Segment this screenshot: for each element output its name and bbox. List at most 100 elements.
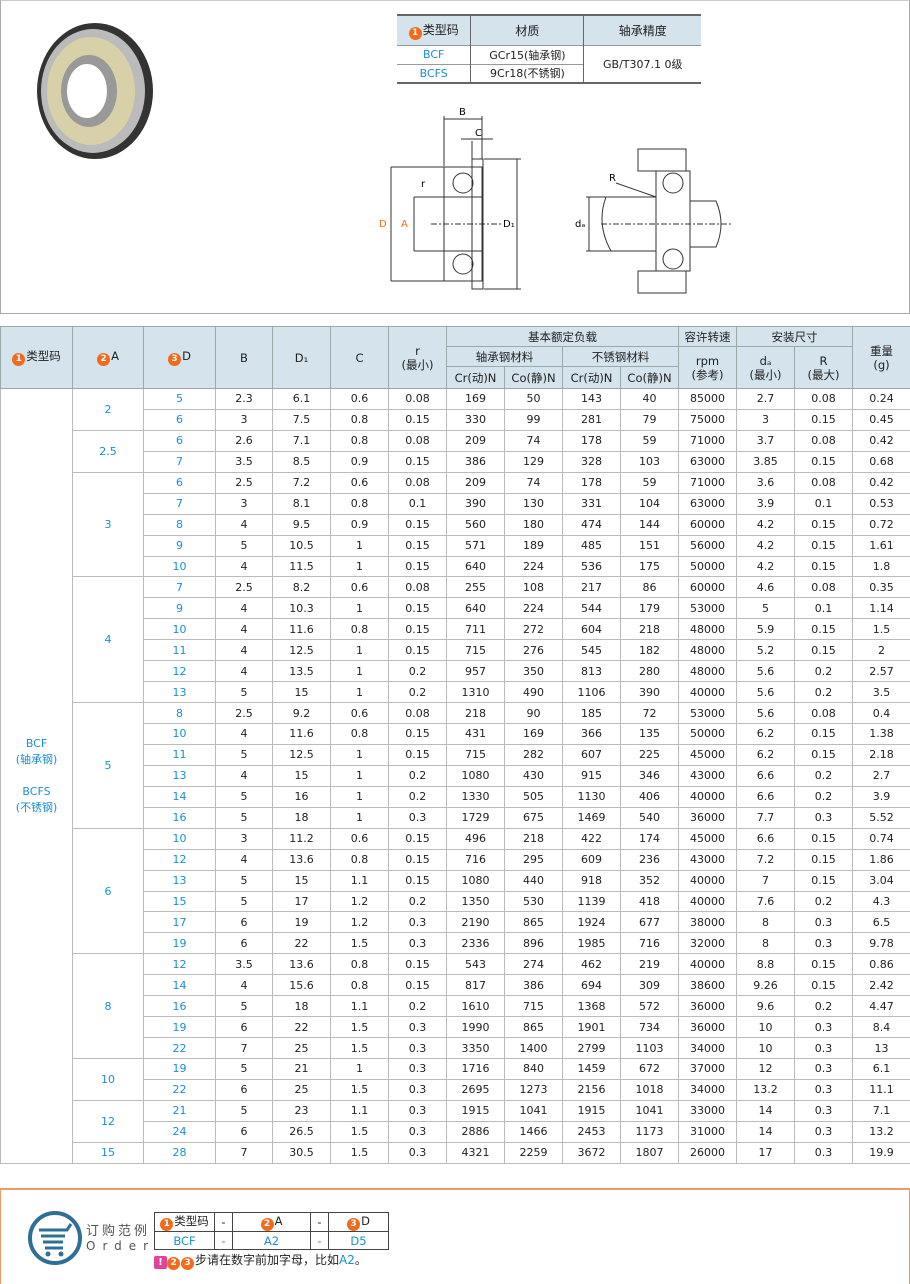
cr-stainless-cell: 609	[562, 848, 621, 871]
r-cell: 0.15	[388, 450, 447, 473]
co-stainless-cell: 280	[620, 660, 679, 683]
cr-steel-cell: 2190	[446, 911, 505, 934]
weight-cell: 2.42	[852, 974, 910, 997]
co-steel-cell: 430	[504, 764, 563, 787]
d-cell: 9	[143, 597, 216, 620]
rpm-cell: 60000	[678, 576, 737, 599]
d-cell: 14	[143, 974, 216, 997]
co-steel-cell: 189	[504, 534, 563, 557]
da-cell: 4.2	[736, 513, 795, 536]
cr-steel-cell: 3350	[446, 1037, 505, 1059]
weight-cell: 2	[852, 639, 910, 662]
weight-cell: 0.45	[852, 408, 910, 431]
cr-stainless-cell: 462	[562, 953, 621, 976]
order-sep: -	[310, 1212, 329, 1232]
d1-cell: 7.1	[272, 429, 331, 452]
cr-stainless-cell: 1368	[562, 995, 621, 1018]
d1-cell: 9.5	[272, 513, 331, 536]
rpm-cell: 50000	[678, 555, 737, 578]
co-steel-cell: 440	[504, 869, 563, 892]
cr-steel-cell: 715	[446, 743, 505, 766]
r-cell: 0.2	[388, 995, 447, 1018]
R-cell: 0.15	[794, 974, 853, 997]
da-cell: 6.2	[736, 723, 795, 745]
rpm-cell: 56000	[678, 534, 737, 557]
da-cell: 6.6	[736, 785, 795, 808]
d1-cell: 8.1	[272, 492, 331, 515]
r-cell: 0.08	[388, 702, 447, 724]
material-table: 1 类型码 材质 轴承精度 BCF GCr15(轴承钢) GB/T307.1 0级 BCF…	[397, 14, 701, 84]
rpm-cell: 36000	[678, 995, 737, 1018]
a-cell: 12	[72, 1099, 144, 1143]
c-cell: 1	[330, 785, 389, 808]
R-cell: 0.2	[794, 681, 853, 704]
b-cell: 4	[215, 660, 273, 683]
r-cell: 0.08	[388, 388, 447, 410]
d-cell: 12	[143, 660, 216, 683]
a-cell: 10	[72, 1058, 144, 1101]
co-stainless-cell: 716	[620, 932, 679, 955]
co-steel-cell: 1041	[504, 1099, 563, 1122]
header-r: r (最小)	[388, 326, 447, 389]
cr-stainless-cell: 1915	[562, 1099, 621, 1122]
order-sep: -	[214, 1212, 233, 1232]
da-cell: 3.7	[736, 429, 795, 452]
co-steel-cell: 74	[504, 429, 563, 452]
d-cell: 11	[143, 639, 216, 662]
header-speed: 容许转速	[678, 326, 737, 347]
label-a: A	[401, 219, 408, 230]
R-cell: 0.15	[794, 743, 853, 766]
cr-stainless-cell: 1469	[562, 806, 621, 829]
co-steel-cell: 1273	[504, 1078, 563, 1101]
weight-cell: 7.1	[852, 1099, 910, 1122]
da-cell: 10	[736, 1016, 795, 1039]
order-example-type: BCF	[154, 1231, 215, 1250]
product-info-panel: 1 类型码 材质 轴承精度 BCF GCr15(轴承钢) GB/T307.1 0级 BCF…	[0, 0, 910, 314]
c-cell: 1	[330, 555, 389, 578]
cr-stainless-cell: 1985	[562, 932, 621, 955]
co-stainless-cell: 406	[620, 785, 679, 808]
cr-stainless-cell: 178	[562, 429, 621, 452]
R-cell: 0.15	[794, 513, 853, 536]
bearing-photo	[37, 23, 153, 159]
material-bcf: GCr15(轴承钢)	[470, 44, 584, 64]
cr-steel-cell: 711	[446, 618, 505, 641]
co-stainless-cell: 1018	[620, 1078, 679, 1101]
cr-stainless-cell: 545	[562, 639, 621, 662]
co-steel-cell: 865	[504, 1016, 563, 1039]
precision: GB/T307.1 0级	[583, 44, 701, 84]
co-stainless-cell: 103	[620, 450, 679, 473]
order-header-type: 1 类型码	[154, 1212, 215, 1232]
weight-cell: 13.2	[852, 1120, 910, 1143]
d-cell: 6	[143, 429, 216, 452]
R-cell: 0.08	[794, 576, 853, 599]
b-cell: 5	[215, 534, 273, 557]
d-cell: 15	[143, 890, 216, 913]
weight-cell: 0.4	[852, 702, 910, 724]
rpm-cell: 48000	[678, 639, 737, 662]
da-cell: 5.6	[736, 660, 795, 683]
R-cell: 0.2	[794, 995, 853, 1018]
R-cell: 0.08	[794, 471, 853, 494]
da-cell: 14	[736, 1099, 795, 1122]
da-cell: 4.6	[736, 576, 795, 599]
table-row: 10 4 11.5 1 0.15 640 224 536 175 50000 4.2 0.15 1.8	[1, 555, 910, 578]
cr-steel-cell: 560	[446, 513, 505, 536]
weight-cell: 19.9	[852, 1141, 910, 1164]
cr-steel-cell: 716	[446, 848, 505, 871]
d-cell: 12	[143, 848, 216, 871]
d-cell: 19	[143, 1058, 216, 1080]
co-stainless-cell: 1807	[620, 1141, 679, 1164]
table-row: 19 6 22 1.5 0.3 1990 865 1901 734 36000 10 0.3 8.4	[1, 1016, 910, 1039]
c-cell: 1	[330, 806, 389, 829]
cr-steel-cell: 431	[446, 723, 505, 745]
da-cell: 8.8	[736, 953, 795, 976]
b-cell: 4	[215, 723, 273, 745]
da-cell: 7	[736, 869, 795, 892]
r-cell: 0.2	[388, 764, 447, 787]
da-cell: 2.7	[736, 388, 795, 410]
b-cell: 3.5	[215, 953, 273, 976]
R-cell: 0.3	[794, 932, 853, 955]
b-cell: 5	[215, 743, 273, 766]
